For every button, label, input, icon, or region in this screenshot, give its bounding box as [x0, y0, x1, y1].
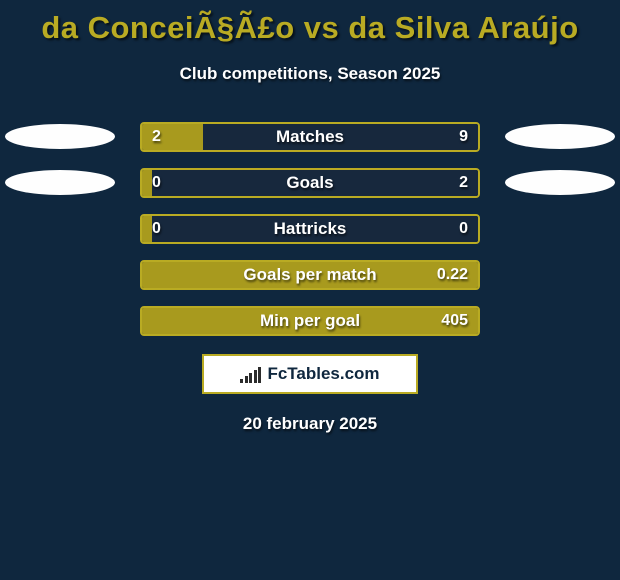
- stat-bar: Goals per match0.22: [140, 260, 480, 290]
- stat-bar: Matches2 9: [140, 122, 480, 152]
- page-title: da ConceiÃ§Ã£o vs da Silva Araújo: [0, 10, 620, 46]
- stat-value-right: 405: [441, 308, 468, 334]
- footer-date: 20 february 2025: [0, 414, 620, 434]
- stat-row: Matches2 9: [0, 122, 620, 152]
- comparison-card: da ConceiÃ§Ã£o vs da Silva Araújo Club c…: [0, 0, 620, 580]
- player-right-avatar: [505, 170, 615, 195]
- stat-bar: Min per goal405: [140, 306, 480, 336]
- fctables-logo[interactable]: FcTables.com: [202, 354, 418, 394]
- subtitle: Club competitions, Season 2025: [0, 64, 620, 84]
- stat-value-right: 0.22: [437, 262, 468, 288]
- stat-row: Hattricks0 0: [0, 214, 620, 244]
- stat-rows: Matches29Goals02Hattricks00Goals per mat…: [0, 122, 620, 336]
- player-left-avatar: [5, 170, 115, 195]
- stat-value-left: 2: [152, 124, 161, 150]
- stat-label: Goals per match: [142, 262, 478, 288]
- bars-icon: [240, 365, 262, 383]
- stat-label: Matches: [142, 124, 478, 150]
- stat-value-right: 0: [459, 216, 468, 242]
- stat-label: Min per goal: [142, 308, 478, 334]
- logo-text: FcTables.com: [267, 364, 379, 384]
- stat-label: Goals: [142, 170, 478, 196]
- stat-row: Goals0 2: [0, 168, 620, 198]
- stat-value-right: 2: [459, 170, 468, 196]
- stat-label: Hattricks: [142, 216, 478, 242]
- stat-row: Goals per match0.22: [0, 260, 620, 290]
- stat-bar: Goals0 2: [140, 168, 480, 198]
- stat-value-left: 0: [152, 170, 161, 196]
- player-right-avatar: [505, 124, 615, 149]
- stat-value-left: 0: [152, 216, 161, 242]
- stat-row: Min per goal405: [0, 306, 620, 336]
- stat-bar: Hattricks0 0: [140, 214, 480, 244]
- player-left-avatar: [5, 124, 115, 149]
- stat-value-right: 9: [459, 124, 468, 150]
